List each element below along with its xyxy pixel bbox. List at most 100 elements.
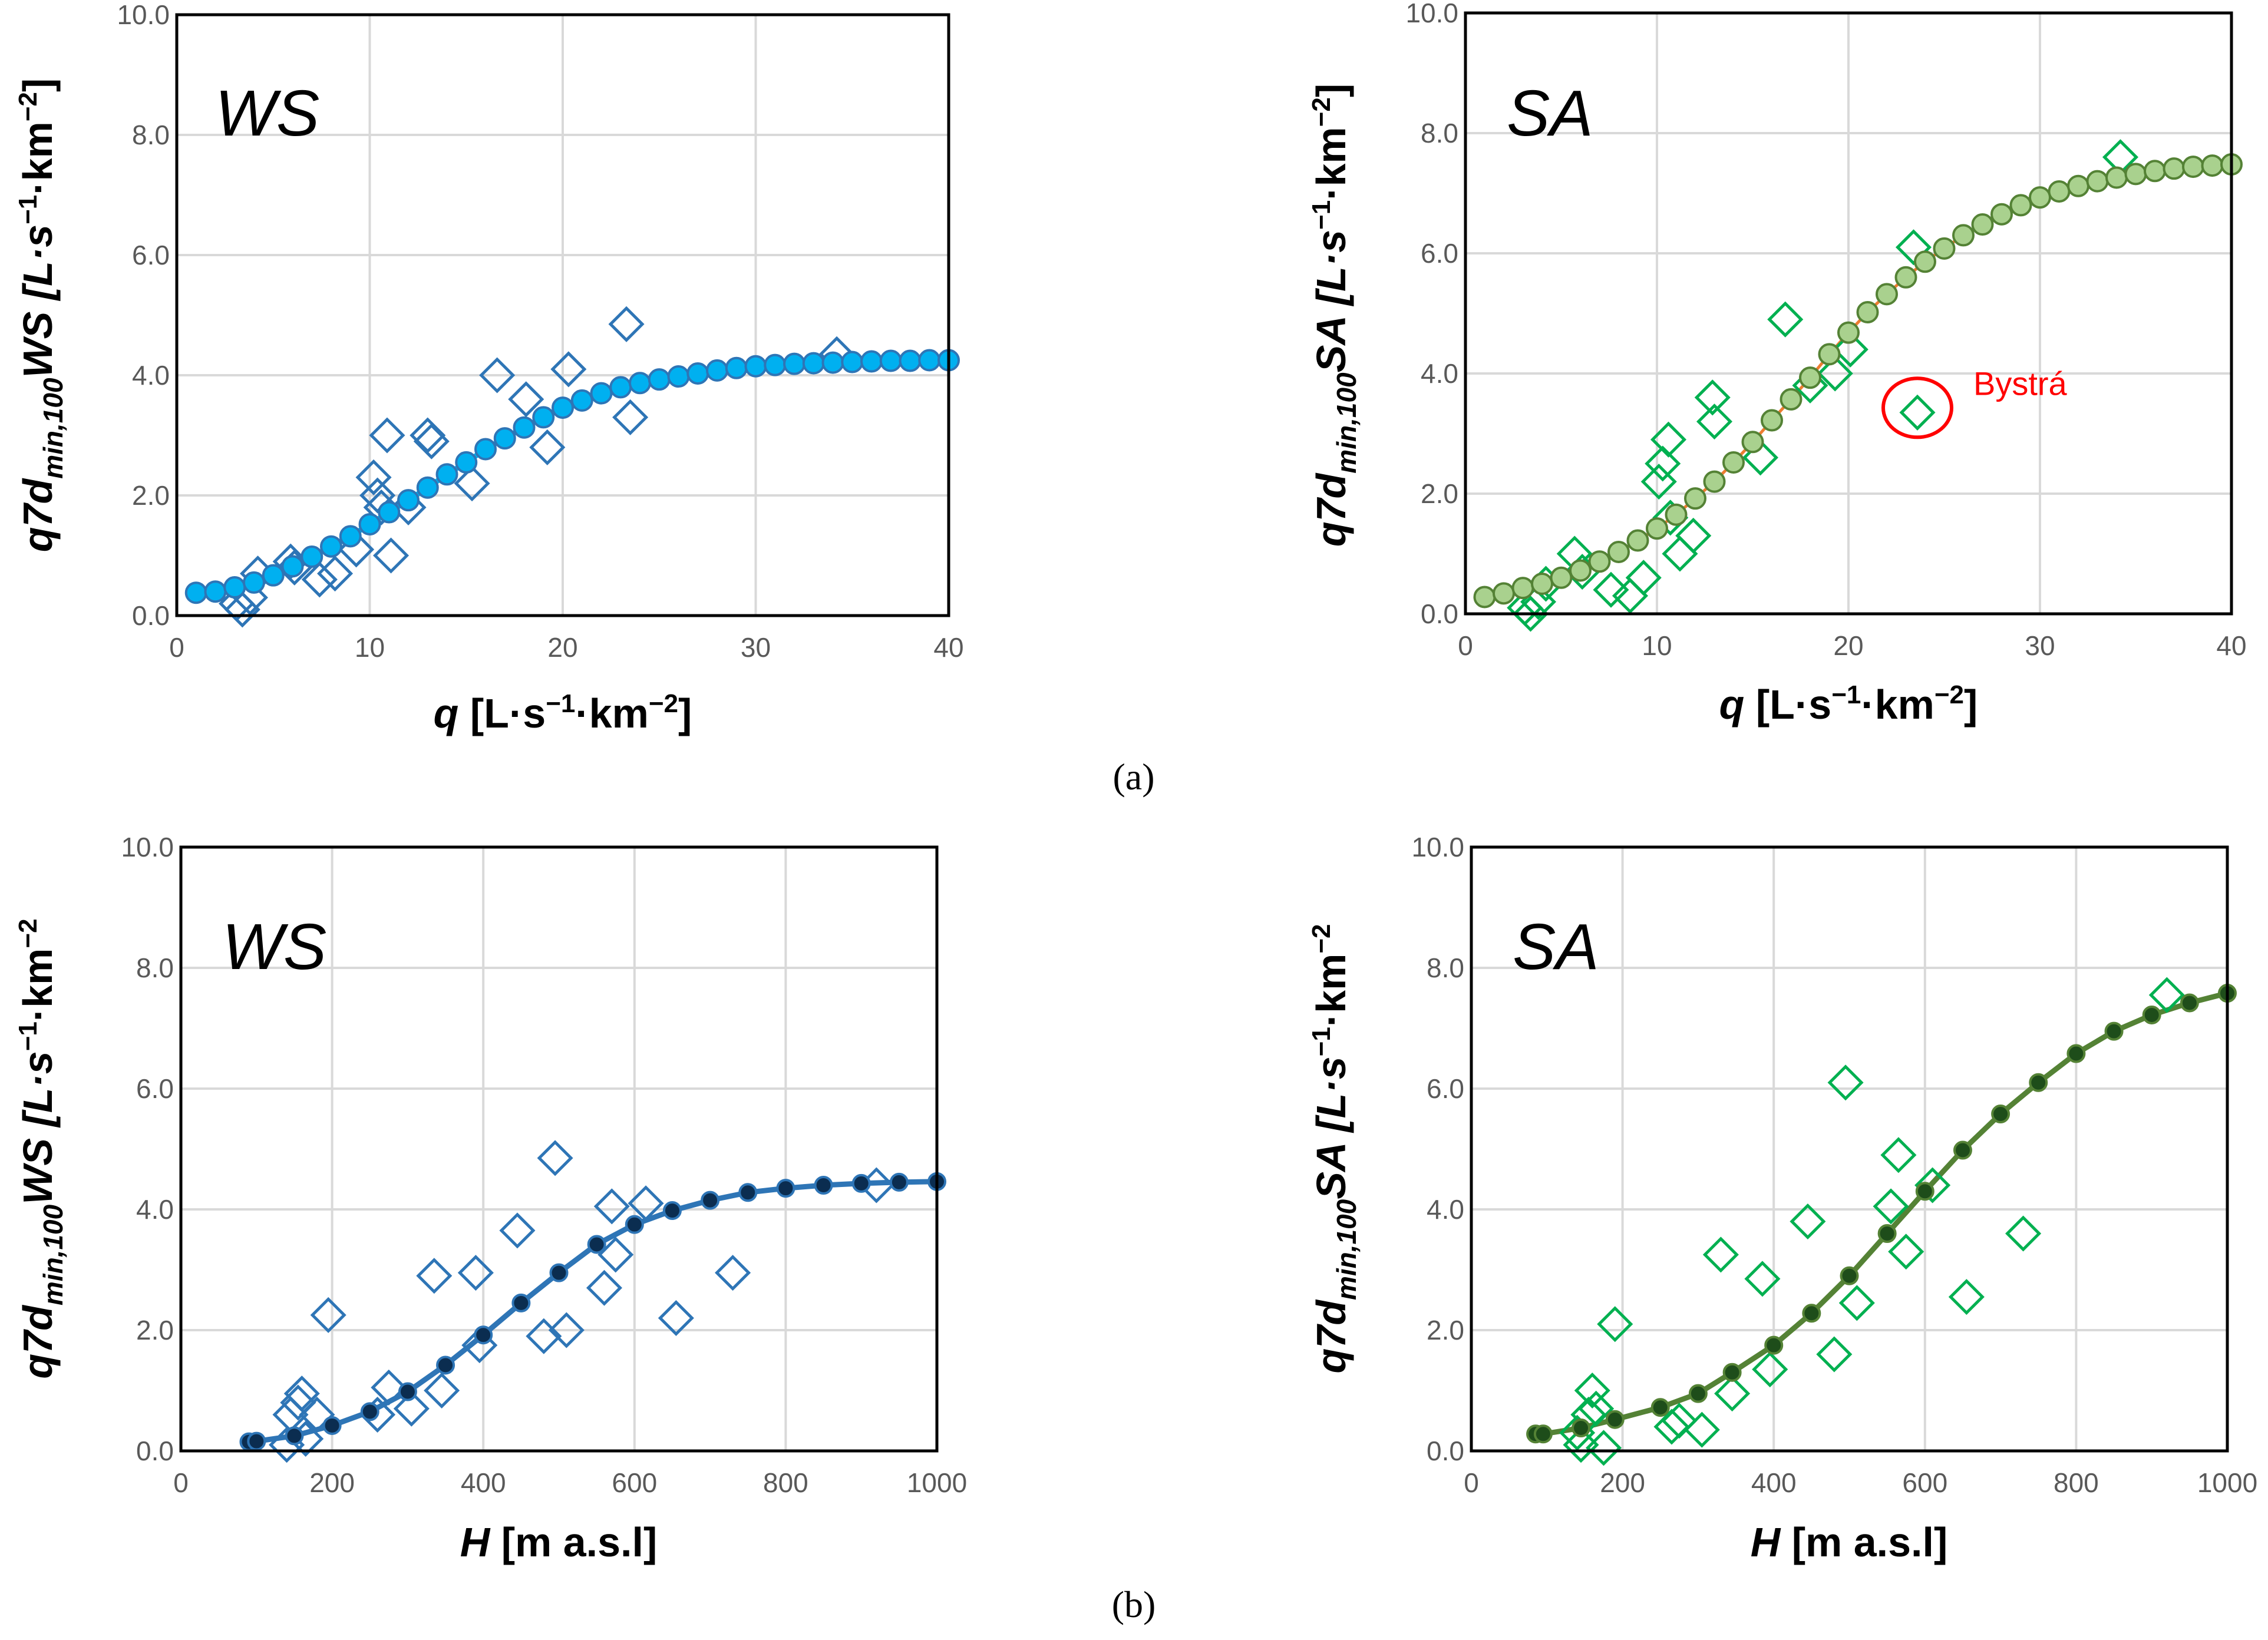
model-circle-point	[2066, 1044, 2086, 1063]
model-circle-point	[398, 1382, 417, 1401]
model-circle-point	[1856, 300, 1879, 323]
observed-diamond-point	[1578, 1390, 1615, 1427]
y-tick-label: 0.0	[136, 1436, 174, 1466]
model-circle-point	[397, 489, 420, 512]
model-circle-point	[436, 1355, 455, 1375]
x-axis-title: H [m a.s.l]	[1751, 1519, 1948, 1565]
observed-diamond-point	[1817, 355, 1853, 392]
plot-area-frame	[1470, 845, 2229, 1453]
observed-diamond-point	[508, 381, 544, 418]
plot-area-frame	[179, 845, 939, 1453]
model-circle-point	[841, 351, 864, 373]
y-tick-label: 8.0	[132, 120, 170, 150]
model-circle-point	[1799, 366, 1821, 389]
observed-diamond-point	[597, 1236, 634, 1273]
model-circle-point	[609, 376, 632, 399]
x-tick-label: 20	[547, 632, 577, 663]
model-circle-point	[1626, 529, 1649, 552]
bystra-annotation: Bystrá	[1973, 365, 2068, 402]
model-circle-point	[738, 1183, 758, 1202]
y-tick-label: 2.0	[1427, 1315, 1464, 1345]
model-circle-point	[416, 476, 439, 499]
observed-diamond-point	[301, 561, 338, 598]
model-circle-point	[1914, 250, 1936, 273]
model-circle-point	[1780, 388, 1802, 411]
model-circle-point	[1722, 451, 1745, 474]
x-tick-label: 600	[1902, 1467, 1947, 1498]
plot-area-frame	[175, 13, 950, 617]
x-tick-label: 10	[355, 632, 385, 663]
model-circle-point	[2009, 194, 2032, 217]
model-circle-point	[783, 352, 805, 375]
model-circle-point	[629, 372, 651, 395]
model-circle-point	[301, 545, 323, 568]
model-circle-point	[1569, 559, 1592, 582]
model-circle-point	[281, 555, 304, 578]
observed-diamond-point	[2148, 977, 2185, 1013]
model-circle-point	[1876, 283, 1898, 306]
x-tick-label: 40	[2216, 630, 2246, 661]
model-circle-point	[1531, 573, 1553, 595]
chart-ws-h: 0.0 2.0 4.0 6.0 8.0 10.0 0 200 400 600 800 1000 WS…	[14, 832, 967, 1565]
model-circle-point	[1837, 321, 1860, 344]
chart-ws-q: 0.0 2.0 4.0 6.0 8.0 10.0 0 10 20 30 40 WS q [L·s−…	[14, 0, 964, 736]
observed-diamond-point	[1661, 1403, 1698, 1439]
x-tick-label: 400	[1751, 1467, 1797, 1498]
y-tick-label: 6.0	[136, 1073, 174, 1104]
observed-diamond-point	[1640, 464, 1677, 500]
y-tick-label: 0.0	[1421, 599, 1458, 629]
y-tick-label: 6.0	[1421, 238, 1458, 269]
model-circle-point	[725, 356, 748, 379]
model-circle-point	[1684, 487, 1706, 510]
model-circle-point	[2201, 154, 2224, 177]
model-circle-point	[1550, 566, 1573, 589]
model-circle-point	[776, 1179, 795, 1198]
model-circle-point	[686, 362, 709, 385]
model-circle-point	[648, 368, 671, 391]
model-circle-point	[662, 1201, 682, 1221]
model-circle-point	[821, 351, 844, 374]
observed-diamond-point	[1597, 1306, 1633, 1343]
model-circle-point	[2142, 1005, 2161, 1024]
model-circle-point	[320, 535, 342, 558]
model-circle-point	[667, 365, 690, 388]
y-tick-label: 2.0	[1421, 478, 1458, 509]
observed-diamond-point	[658, 1300, 694, 1337]
observed-diamond-point	[1895, 229, 1932, 266]
panel-label: WS	[222, 911, 326, 983]
model-circle-point	[474, 1325, 493, 1345]
model-circle-point	[1952, 224, 1975, 247]
x-axis-title: H [m a.s.l]	[460, 1519, 658, 1565]
model-circle-point	[1493, 582, 1515, 605]
observed-diamond-point	[454, 465, 490, 502]
y-tick-label: 6.0	[132, 240, 170, 270]
model-circle-point	[1722, 1363, 1742, 1382]
model-circle-point	[1764, 1335, 1784, 1355]
observed-diamond-point	[416, 1258, 453, 1294]
model-circle-point	[590, 382, 613, 405]
x-tick-label: 0	[169, 632, 184, 663]
y-axis-title: q7dmin,100WS [L·s−1·km−2]	[14, 78, 68, 552]
model-circle-point	[1741, 431, 1764, 454]
observed-diamond-point	[479, 357, 516, 394]
model-circle-point	[2124, 163, 2147, 186]
observed-diamond-point	[537, 1140, 573, 1176]
observed-diamond-point	[1832, 331, 1868, 368]
x-tick-label: 0	[173, 1467, 189, 1498]
observed-diamond-point	[317, 556, 354, 592]
x-tick-label: 30	[2025, 630, 2055, 661]
observed-diamond-point	[280, 1384, 316, 1421]
panel-label: WS	[215, 77, 319, 150]
panel-label: SA	[1513, 911, 1599, 983]
model-circle-point	[474, 438, 497, 461]
y-tick-label: 10.0	[117, 0, 170, 30]
y-axis-title: q7dmin,100SA [L·s−1·km−2]	[1307, 84, 1362, 547]
model-circle-point	[570, 389, 593, 412]
model-circle-point	[802, 352, 825, 375]
observed-diamond-point	[359, 477, 396, 514]
y-tick-label: 0.0	[1427, 1436, 1464, 1466]
model-circle-point	[587, 1235, 606, 1254]
model-circle-point	[1511, 577, 1534, 600]
model-circle-point	[701, 1191, 720, 1210]
model-curve-line	[1484, 163, 2232, 599]
